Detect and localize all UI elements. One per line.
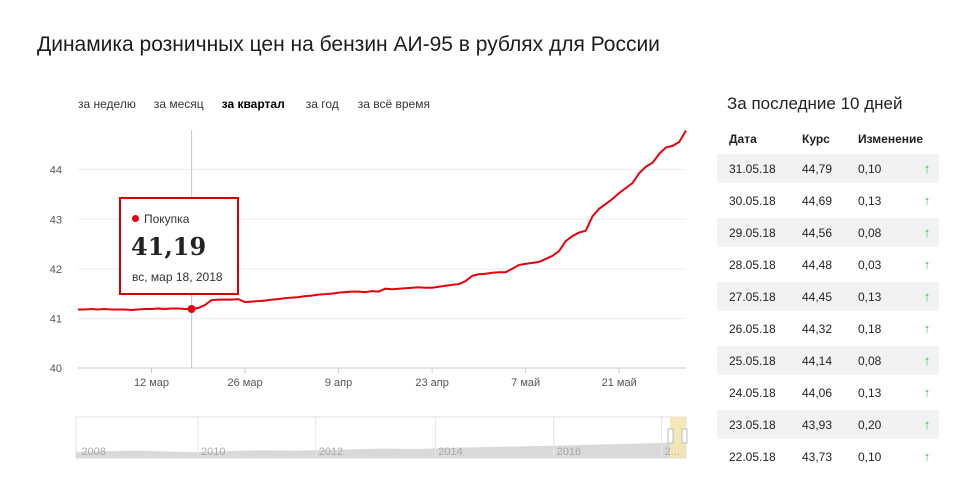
up-arrow-icon: ↑ — [923, 321, 931, 336]
y-tick-label: 44 — [50, 165, 62, 177]
row-change: 0,13 — [858, 385, 882, 400]
navigator-handle-left — [667, 428, 674, 444]
x-tick-label: 21 май — [602, 377, 637, 389]
y-tick-label: 42 — [50, 264, 62, 276]
row-date: 24.05.18 — [729, 385, 776, 400]
table-row: 30.05.18 44,69 0,13 ↑ — [717, 186, 939, 215]
x-tick-label: 12 мар — [134, 377, 169, 389]
row-change: 0,08 — [858, 218, 915, 247]
tooltip-date: вс, мар 18, 2018 — [132, 270, 223, 284]
up-arrow-icon: ↑ — [923, 193, 931, 208]
navigator-year-label: 2008 — [81, 446, 105, 458]
row-date: 26.05.18 — [729, 321, 776, 336]
header-change: Изменение — [858, 132, 924, 146]
history-table: Дата Курс Изменение 31.05.18 44,79 0,10 ↑ 30… — [717, 124, 939, 474]
row-change: 0,13 — [858, 193, 882, 208]
up-arrow-icon: ↑ — [915, 154, 939, 183]
row-rate: 44,14 — [802, 346, 858, 375]
x-tick-label: 7 май — [511, 377, 540, 389]
navigator-handle-right — [681, 428, 688, 444]
table-row: 27.05.18 44,45 0,13 ↑ — [717, 282, 939, 311]
table-row: 31.05.18 44,79 0,10 ↑ — [717, 154, 939, 183]
up-arrow-icon: ↑ — [915, 410, 939, 439]
history-title: За последние 10 дней — [727, 94, 903, 113]
row-change: 0,10 — [858, 154, 915, 183]
row-rate: 43,93 — [802, 410, 858, 439]
row-date: 23.05.18 — [717, 410, 802, 439]
table-row: 28.05.18 44,48 0,03 ↑ — [717, 250, 939, 279]
tooltip-series-label: Покупка — [144, 212, 190, 226]
row-date: 27.05.18 — [717, 282, 802, 311]
navigator-year-label: 2... — [665, 446, 680, 458]
row-change: 0,03 — [858, 257, 882, 272]
tooltip-series: Покупка — [132, 212, 189, 226]
navigator-year-label: 2010 — [201, 446, 225, 458]
row-date: 28.05.18 — [729, 257, 776, 272]
up-arrow-icon: ↑ — [923, 385, 931, 400]
navigator-year-label: 2012 — [319, 446, 343, 458]
highlight-point — [187, 304, 196, 313]
range-all-time[interactable]: за всё время — [357, 97, 430, 111]
row-rate: 44,48 — [802, 257, 833, 272]
tooltip: Покупка 41,19 вс, мар 18, 2018 — [119, 197, 239, 295]
row-rate: 44,45 — [802, 282, 858, 311]
table-row: 26.05.18 44,32 0,18 ↑ — [717, 314, 939, 343]
navigator-year-label: 2016 — [557, 446, 581, 458]
range-week[interactable]: за неделю — [78, 97, 136, 111]
range-selector: за неделю за месяц за квартал за год за … — [78, 97, 430, 111]
tooltip-value: 41,19 — [131, 232, 207, 261]
row-date: 29.05.18 — [717, 218, 802, 247]
table-row: 23.05.18 43,93 0,20 ↑ — [717, 410, 939, 439]
page-title: Динамика розничных цен на бензин АИ-95 в… — [37, 33, 660, 56]
row-change: 0,10 — [858, 449, 882, 464]
up-arrow-icon: ↑ — [915, 218, 939, 247]
up-arrow-icon: ↑ — [923, 257, 931, 272]
row-rate: 44,79 — [802, 154, 858, 183]
header-date: Дата — [729, 132, 757, 146]
navigator[interactable]: 2008 2010 2012 2014 2016 2... — [75, 416, 688, 459]
row-rate: 44,56 — [802, 218, 858, 247]
row-rate: 43,73 — [802, 449, 833, 464]
price-line — [78, 129, 687, 312]
price-chart[interactable]: 40 41 42 43 44 12 мар 26 мар 9 апр 23 апр 7 май 2… — [0, 120, 700, 460]
row-date: 31.05.18 — [717, 154, 802, 183]
x-tick-label: 9 апр — [325, 377, 352, 389]
up-arrow-icon: ↑ — [915, 346, 939, 375]
row-date: 22.05.18 — [729, 449, 776, 464]
y-tick-label: 41 — [50, 313, 62, 325]
row-change: 0,08 — [858, 346, 915, 375]
navigator-year-label: 2014 — [438, 446, 462, 458]
row-change: 0,13 — [858, 282, 915, 311]
x-tick-label: 26 мар — [227, 377, 262, 389]
row-change: 0,20 — [858, 410, 915, 439]
range-year[interactable]: за год — [305, 97, 339, 111]
row-change: 0,18 — [858, 321, 882, 336]
navigator-area — [76, 442, 686, 458]
y-tick-label: 43 — [50, 214, 62, 226]
row-rate: 44,69 — [802, 193, 833, 208]
range-month[interactable]: за месяц — [153, 97, 204, 111]
series-dot-icon — [132, 215, 139, 222]
row-date: 25.05.18 — [717, 346, 802, 375]
table-row: 22.05.18 43,73 0,10 ↑ — [717, 442, 939, 471]
row-rate: 44,32 — [802, 321, 833, 336]
navigator-selection — [670, 417, 686, 458]
table-row: 25.05.18 44,14 0,08 ↑ — [717, 346, 939, 375]
header-rate: Курс — [802, 132, 830, 146]
y-tick-label: 40 — [50, 363, 62, 375]
up-arrow-icon: ↑ — [923, 449, 931, 464]
table-row: 29.05.18 44,56 0,08 ↑ — [717, 218, 939, 247]
history-header-row: Дата Курс Изменение — [717, 127, 939, 151]
row-date: 30.05.18 — [729, 193, 776, 208]
row-rate: 44,06 — [802, 385, 833, 400]
range-quarter[interactable]: за квартал — [221, 97, 285, 111]
table-row: 24.05.18 44,06 0,13 ↑ — [717, 378, 939, 407]
up-arrow-icon: ↑ — [915, 282, 939, 311]
x-tick-label: 23 апр — [415, 377, 448, 389]
